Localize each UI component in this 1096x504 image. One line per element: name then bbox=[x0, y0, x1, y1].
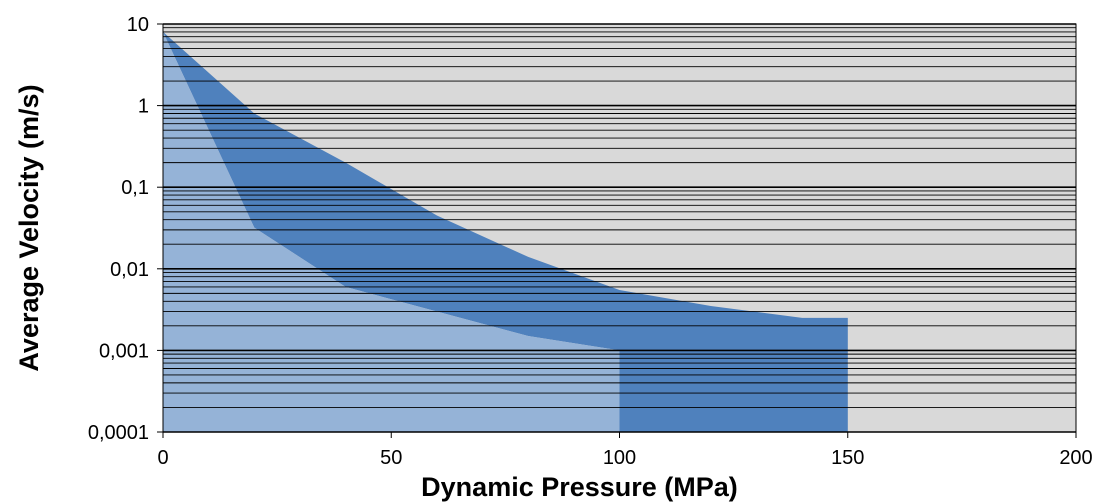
x-tick-label: 0 bbox=[157, 447, 168, 469]
x-axis-title: Dynamic Pressure (MPa) bbox=[421, 472, 738, 502]
gridlines bbox=[163, 23, 1076, 433]
y-tick-label: 0,0001 bbox=[88, 422, 149, 444]
area-series-1 bbox=[163, 31, 848, 433]
y-tick-label: 0,01 bbox=[110, 259, 149, 281]
y-tick-label: 0,1 bbox=[121, 177, 149, 199]
area-series-group bbox=[163, 31, 848, 433]
x-tick-label: 100 bbox=[603, 447, 636, 469]
x-tick-label: 50 bbox=[380, 447, 402, 469]
y-axis-ticks: 0,0001 0,001 0,01 0,1 1 10 bbox=[88, 14, 163, 444]
x-axis-ticks: 0 50 100 150 200 bbox=[157, 432, 1093, 469]
y-tick-label: 0,001 bbox=[99, 340, 149, 362]
area-series-2 bbox=[163, 31, 620, 433]
x-tick-label: 150 bbox=[831, 447, 864, 469]
y-tick-label: 10 bbox=[127, 14, 149, 36]
y-axis-title: Average Velocity (m/s) bbox=[14, 84, 44, 371]
x-tick-label: 200 bbox=[1059, 447, 1092, 469]
y-tick-label: 1 bbox=[138, 96, 149, 118]
